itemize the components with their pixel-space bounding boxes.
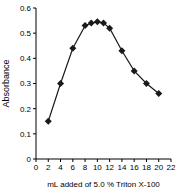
svg-text:6: 6 (71, 163, 76, 172)
svg-text:Absorbance: Absorbance (8, 59, 11, 107)
svg-text:0: 0 (27, 155, 32, 164)
svg-text:12: 12 (105, 163, 114, 172)
svg-text:0.3: 0.3 (20, 79, 32, 88)
svg-text:18: 18 (142, 163, 151, 172)
svg-text:22: 22 (167, 163, 171, 172)
svg-text:8: 8 (83, 163, 88, 172)
svg-text:0.5: 0.5 (20, 29, 32, 38)
svg-text:0.4: 0.4 (20, 54, 32, 63)
svg-text:mL added of 5.0 % Triton X-100: mL added of 5.0 % Triton X-100 (47, 180, 160, 189)
svg-text:2: 2 (46, 163, 51, 172)
svg-text:0.2: 0.2 (20, 105, 32, 114)
svg-text:4: 4 (58, 163, 63, 172)
svg-text:20: 20 (154, 163, 163, 172)
svg-text:0: 0 (34, 163, 39, 172)
svg-text:14: 14 (117, 163, 126, 172)
svg-text:16: 16 (130, 163, 139, 172)
svg-text:0.6: 0.6 (20, 4, 32, 13)
svg-text:10: 10 (93, 163, 102, 172)
svg-text:0.1: 0.1 (20, 130, 32, 139)
